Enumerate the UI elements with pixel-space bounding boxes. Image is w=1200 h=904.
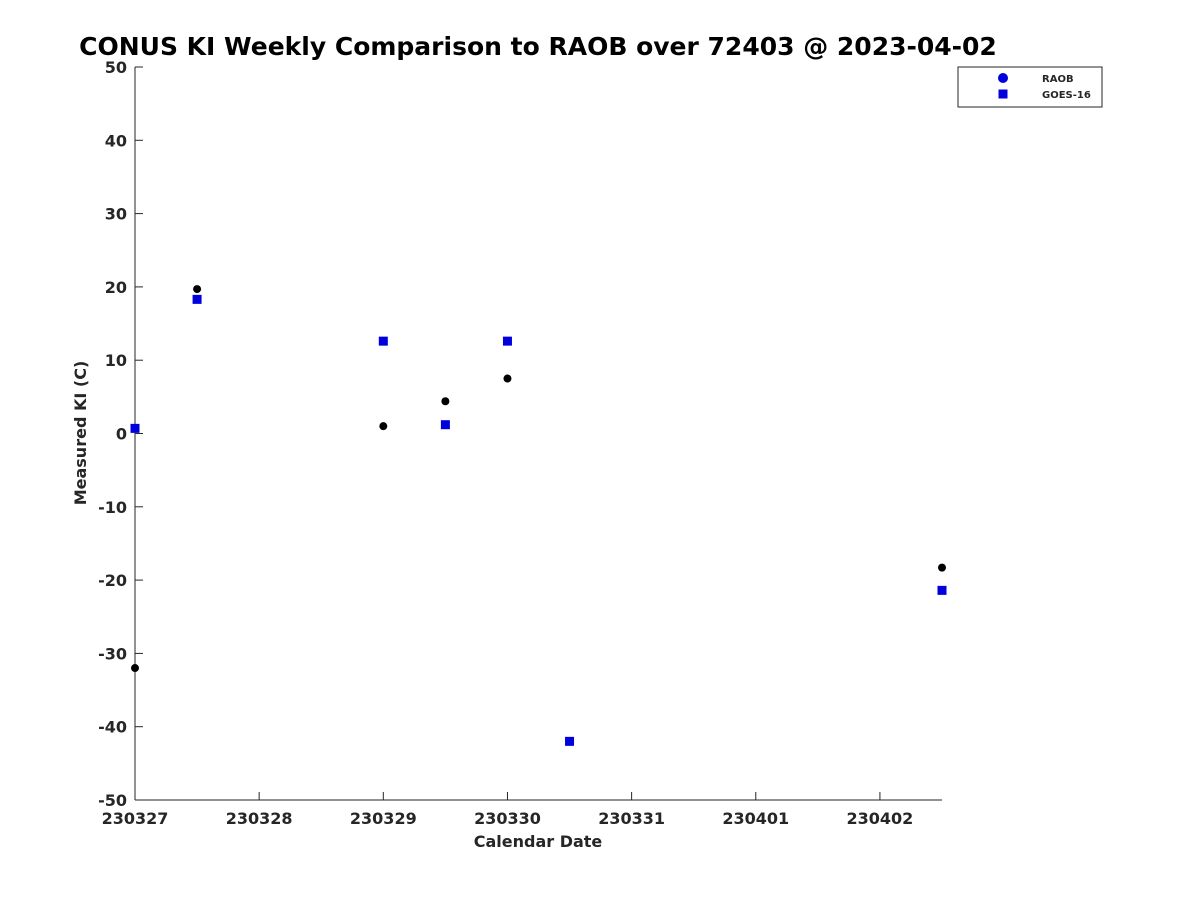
goes-16-point <box>937 585 947 595</box>
goes-16-point <box>378 336 388 346</box>
y-axis-ticks: 50 40 30 20 10 0 -10 -20 -30 -40 -50 <box>98 58 143 810</box>
legend-marker-goes-16 <box>998 89 1008 99</box>
goes-16-point <box>440 420 450 430</box>
y-tick-label: 20 <box>105 278 127 297</box>
raob-point <box>379 422 388 431</box>
y-tick-label: 30 <box>105 205 127 224</box>
goes-16-point <box>502 336 512 346</box>
x-tick-label: 230330 <box>474 809 541 828</box>
y-tick-label: 50 <box>105 58 127 77</box>
goes-16-point <box>192 294 202 304</box>
x-tick-label: 230329 <box>350 809 417 828</box>
legend-marker-raob <box>998 73 1008 83</box>
legend-entries: RAOB GOES-16 <box>998 73 1091 101</box>
legend-box <box>957 66 1103 108</box>
y-tick-label: -10 <box>98 498 127 517</box>
legend-label-goes-16: GOES-16 <box>1042 90 1091 101</box>
chart-title: CONUS KI Weekly Comparison to RAOB over … <box>79 32 997 61</box>
x-axis-ticks: 230327 230328 230329 230330 230331 230401 2304… <box>102 792 914 828</box>
x-tick-label: 230402 <box>847 809 914 828</box>
x-tick-label: 230327 <box>102 809 169 828</box>
legend: RAOB GOES-16 <box>957 66 1103 108</box>
y-tick-label: -30 <box>98 644 127 663</box>
raob-point <box>503 374 512 383</box>
y-tick-label: 10 <box>105 351 127 370</box>
x-axis-label: Calendar Date <box>474 832 603 851</box>
y-tick-label: -50 <box>98 791 127 810</box>
raob-point <box>193 285 202 294</box>
y-tick-label: 40 <box>105 131 127 150</box>
x-tick-label: 230401 <box>722 809 789 828</box>
y-tick-label: -20 <box>98 571 127 590</box>
goes-16-point <box>130 423 140 433</box>
raob-point <box>131 664 139 673</box>
raob-point <box>441 397 450 406</box>
raob-point <box>938 563 946 572</box>
data-points <box>130 285 947 746</box>
y-axis-label: Measured KI (C) <box>71 361 90 506</box>
x-tick-label: 230331 <box>598 809 665 828</box>
x-tick-label: 230328 <box>226 809 293 828</box>
y-tick-label: 0 <box>116 425 127 444</box>
goes-16-point <box>565 736 575 746</box>
y-tick-label: -40 <box>98 718 127 737</box>
legend-label-raob: RAOB <box>1042 74 1074 85</box>
